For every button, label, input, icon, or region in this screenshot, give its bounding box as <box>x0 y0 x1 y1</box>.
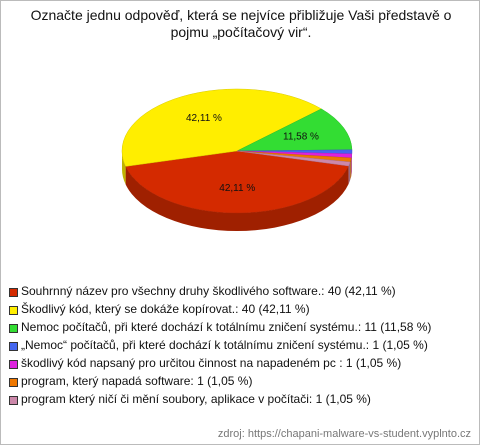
legend-item: Nemoc počítačů, při které dochází k totá… <box>9 320 471 335</box>
slice <box>236 108 353 152</box>
legend-swatch <box>9 342 18 351</box>
slice-label: 42,11 % <box>219 183 255 194</box>
slice <box>236 150 351 167</box>
legend-item: Souhrnný název pro všechny druhy škodliv… <box>9 284 471 299</box>
slice-side <box>348 162 351 184</box>
legend-swatch <box>9 378 18 387</box>
legend-item: „Nemoc“ počítačů, při které dochází k to… <box>9 338 471 353</box>
pie-area: 42,11 % 42,11 % 11,58 % <box>121 88 353 231</box>
legend-item: program který ničí či mění soubory, apli… <box>9 392 471 407</box>
slice-side <box>351 153 352 176</box>
chart-title: Označte jednu odpověď, která se nejvíce … <box>30 7 452 40</box>
legend-swatch <box>9 288 18 297</box>
legend-swatch <box>9 306 18 315</box>
source: zdroj: https://chapani-malware-vs-studen… <box>217 428 471 440</box>
slice-side <box>350 157 352 181</box>
legend-label: „Nemoc“ počítačů, při které dochází k to… <box>21 338 428 352</box>
legend-label: škodlivý kód napsaný pro určitou činnost… <box>21 356 402 370</box>
legend-item: Škodlivý kód, který se dokáže kopírovat.… <box>9 302 471 317</box>
legend-label: program který ničí či mění soubory, apli… <box>21 392 371 406</box>
legend-item: program, který napadá software: 1 (1,05 … <box>9 374 471 389</box>
slice-label: 11,58 % <box>283 132 319 143</box>
legend-label: program, který napadá software: 1 (1,05 … <box>21 374 253 388</box>
legend: Souhrnný název pro všechny druhy škodliv… <box>9 284 471 410</box>
legend-swatch <box>9 396 18 405</box>
legend-item: škodlivý kód napsaný pro určitou činnost… <box>9 356 471 371</box>
slice-label: 42,11 % <box>186 113 222 124</box>
legend-swatch <box>9 360 18 369</box>
slice <box>121 88 322 167</box>
legend-label: Škodlivý kód, který se dokáže kopírovat.… <box>21 302 310 316</box>
legend-swatch <box>9 324 18 333</box>
legend-label: Nemoc počítačů, při které dochází k totá… <box>21 320 432 334</box>
slice <box>125 150 349 214</box>
slice-side <box>125 165 349 231</box>
legend-label: Souhrnný název pro všechny druhy škodliv… <box>21 284 396 298</box>
